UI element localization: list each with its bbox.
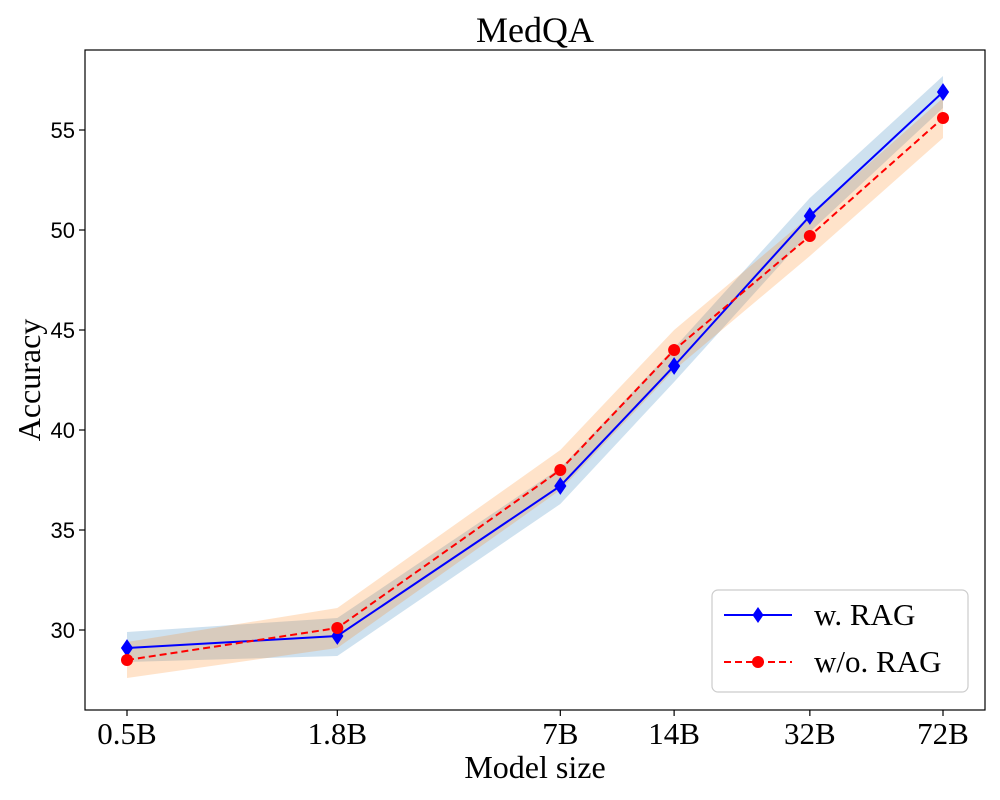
x-tick-label: 1.8B — [308, 716, 367, 751]
x-tick-label: 14B — [648, 716, 700, 751]
series-markers — [120, 83, 950, 666]
y-tick-label: 45 — [51, 318, 75, 343]
point-w-rag — [554, 477, 567, 495]
y-tick-label: 35 — [51, 518, 75, 543]
y-tick-label: 30 — [51, 618, 75, 643]
point-w-o-rag — [937, 112, 949, 124]
point-w-rag — [803, 207, 816, 225]
y-axis-label: Accuracy — [11, 319, 47, 442]
y-tick-label: 55 — [51, 118, 75, 143]
legend-marker-w-rag — [752, 607, 764, 623]
x-axis-ticks: 0.5B 1.8B 7B 14B 32B 72B — [97, 710, 969, 751]
x-tick-label: 32B — [784, 716, 836, 751]
y-axis-ticks: 30 35 40 45 50 55 — [51, 118, 85, 643]
chart-title: MedQA — [476, 10, 594, 50]
point-w-o-rag — [331, 622, 344, 634]
point-w-o-rag — [554, 464, 567, 476]
y-tick-label: 40 — [51, 418, 75, 443]
point-w-rag — [936, 83, 950, 101]
point-w-rag — [668, 357, 681, 375]
x-axis-label: Model size — [464, 749, 605, 785]
line-w-o-rag — [126, 117, 944, 661]
point-w-o-rag — [668, 344, 681, 356]
series-lines — [126, 91, 944, 661]
band-w-rag — [127, 76, 943, 662]
point-w-o-rag — [121, 654, 133, 666]
line-w-rag — [126, 91, 944, 649]
x-tick-label: 72B — [917, 716, 969, 751]
legend-label-w-o-rag: w/o. RAG — [814, 644, 941, 679]
legend-marker-w-o-rag — [752, 656, 764, 668]
legend: w. RAG w/o. RAG — [711, 589, 969, 693]
legend-label-w-rag: w. RAG — [814, 597, 915, 632]
plot-frame — [84, 49, 986, 711]
point-w-o-rag — [803, 230, 816, 242]
x-tick-label: 0.5B — [97, 716, 156, 751]
x-tick-label: 7B — [542, 716, 578, 751]
y-tick-label: 50 — [51, 218, 75, 243]
confidence-bands — [127, 76, 943, 678]
